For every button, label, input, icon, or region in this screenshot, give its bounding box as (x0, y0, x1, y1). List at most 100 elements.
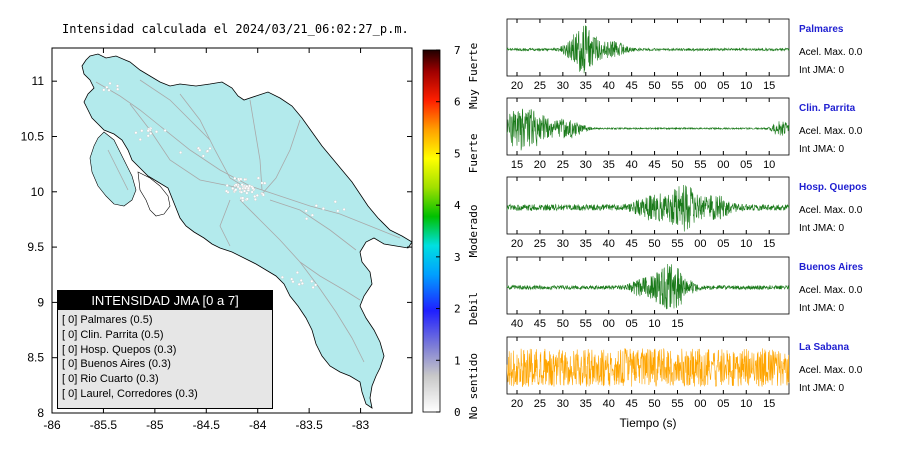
waveform-tick-label: 15 (763, 80, 775, 92)
map-y-tick-label: 10 (31, 185, 45, 199)
city-dot (295, 271, 299, 274)
waveform-tick-label: 00 (603, 318, 615, 330)
city-dot (233, 176, 237, 180)
waveform-tick-label: 25 (534, 80, 546, 92)
station-jma-intensity: Int JMA: 0 (799, 223, 845, 234)
legend-item-intensity: [ 0] (62, 387, 78, 400)
legend-item-intensity: [ 0] (62, 343, 78, 356)
city-dot (241, 196, 245, 200)
city-dot (300, 281, 304, 285)
waveform-tick-label: 10 (648, 318, 660, 330)
station-jma-intensity: Int JMA: 0 (799, 65, 845, 76)
waveform-tick-label: 55 (671, 238, 683, 250)
city-dot (146, 129, 150, 133)
city-dot (243, 178, 247, 181)
waveform-tick-label: 15 (511, 159, 523, 171)
waveform-tick-label: 15 (763, 398, 775, 410)
legend-item: [ 0] Palmares (0.5) (62, 313, 272, 328)
city-dot (201, 154, 205, 158)
city-dot (253, 197, 257, 201)
station-jma-intensity: Int JMA: 0 (799, 303, 845, 314)
waveform-tick-label: 15 (671, 318, 683, 330)
station-max-accel: Acel. Max. 0.0 (799, 205, 863, 216)
city-dot (234, 183, 238, 187)
waveform-tick-label: 35 (580, 238, 592, 250)
city-dot (108, 81, 112, 85)
waveform-tick-label: 10 (740, 238, 752, 250)
city-dot (240, 183, 244, 187)
city-dot (140, 129, 144, 133)
station-jma-intensity: Int JMA: 0 (799, 144, 845, 155)
city-dot (314, 283, 318, 287)
city-dot (225, 189, 228, 193)
legend-item-label: Clin. Parrita (0.5) (80, 328, 164, 341)
colorbar-category-label: Moderado (467, 205, 480, 258)
city-dot (116, 87, 120, 91)
city-dot (231, 186, 235, 190)
waveform-trace (506, 348, 790, 388)
map-y-tick-label: 10.5 (21, 129, 45, 143)
waveform-tick-label: 00 (694, 398, 706, 410)
legend-item-label: Buenos Aires (0.3) (80, 358, 171, 371)
city-dot (248, 184, 252, 188)
station-max-accel: Acel. Max. 0.0 (799, 365, 863, 376)
waveform-tick-label: 45 (626, 398, 638, 410)
city-dot (291, 280, 295, 284)
intensity-legend: INTENSIDAD JMA [0 a 7] [ 0] Palmares (0.… (57, 290, 273, 409)
city-dot (280, 275, 284, 279)
colorbar-tick-label: 2 (454, 303, 461, 316)
city-dot (314, 204, 318, 208)
waveform-trace (506, 108, 790, 151)
waveform-tick-label: 05 (717, 80, 729, 92)
waveform-tick-label: 50 (648, 238, 660, 250)
waveform-tick-label: 20 (511, 80, 523, 92)
city-dot (116, 84, 119, 88)
nicoya-peninsula-coast (89, 131, 137, 207)
legend-item-label: Hosp. Quepos (0.3) (80, 343, 177, 356)
waveform-tick-label: 25 (534, 238, 546, 250)
city-dot (198, 148, 202, 152)
waveform-tick-label: 10 (740, 398, 752, 410)
waveform-tick-label: 45 (534, 318, 546, 330)
waveform-tick-label: 35 (580, 398, 592, 410)
city-dot (197, 146, 200, 150)
waveform-tick-label: 25 (534, 398, 546, 410)
city-dot (310, 213, 314, 217)
map-x-tick-label: -83.5 (295, 418, 323, 432)
waveform-tick-label: 10 (763, 159, 775, 171)
waveform-trace (506, 25, 790, 74)
city-dot (261, 193, 265, 197)
map-x-tick-label: -85 (146, 418, 164, 432)
waveform-tick-label: 55 (671, 80, 683, 92)
station-name: Clin. Parrita (799, 103, 856, 114)
station-max-accel: Acel. Max. 0.0 (799, 126, 863, 137)
city-dot (149, 132, 153, 135)
waveform-tick-label: 40 (603, 238, 615, 250)
road-network (95, 79, 401, 363)
waveform-panel: 20 25 30 35 40 45 50 55 00 05 10 15 (506, 176, 790, 250)
city-dot (333, 200, 337, 204)
city-dot (256, 176, 260, 180)
waveform-tick-label: 50 (648, 80, 660, 92)
map-x-tick-label: -84.5 (193, 418, 221, 432)
colorbar-tick-label: 0 (454, 406, 461, 419)
city-dot (208, 146, 212, 150)
legend-item: [ 0] Buenos Aires (0.3) (62, 357, 272, 372)
city-dot (239, 177, 243, 181)
waveform-tick-label: 30 (557, 238, 569, 250)
gulf-of-nicoya (137, 171, 171, 217)
city-dot (290, 277, 294, 281)
city-dot (299, 278, 303, 282)
colorbar-tick-label: 5 (454, 147, 461, 160)
legend-item-intensity: [ 0] (62, 358, 78, 371)
colorbar-category-label: No sentido (467, 353, 480, 419)
waveform-tick-label: 40 (511, 318, 523, 330)
waveform-tick-label: 55 (671, 398, 683, 410)
legend-item: [ 0] Rio Cuarto (0.3) (62, 372, 272, 387)
waveform-tick-label: 45 (626, 80, 638, 92)
city-dot (251, 186, 255, 190)
city-dot (179, 151, 183, 154)
station-name: Hosp. Quepos (799, 182, 867, 193)
waveform-tick-label: 05 (717, 398, 729, 410)
city-dot (321, 207, 325, 211)
